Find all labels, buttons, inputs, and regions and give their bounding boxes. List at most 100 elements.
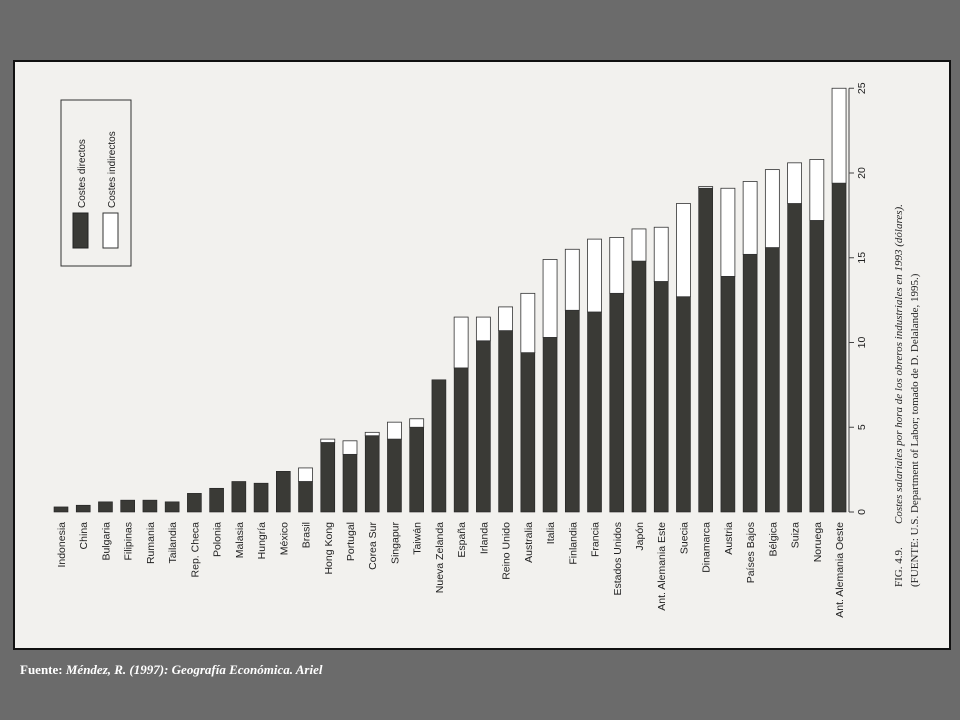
bar-direct-austria: [720, 276, 736, 513]
bar-indirect-brasil: [298, 467, 313, 482]
value-tick-label-10: 10: [856, 337, 868, 349]
category-label-dinamarca: Dinamarca: [701, 522, 713, 573]
bar-indirect-ant-alemania-este: [653, 226, 669, 282]
category-label-mexico: México: [278, 522, 290, 555]
bar-direct-rumania: [142, 499, 158, 513]
bar-indirect-espana: [453, 316, 469, 369]
bar-indirect-francia: [587, 238, 602, 313]
bar-direct-hong-kong: [320, 442, 336, 513]
bar-direct-ant-alemania-este: [653, 281, 669, 513]
category-label-tailandia: Tailandia: [167, 522, 179, 564]
bar-direct-rep-checa: [187, 493, 202, 513]
value-axis: 0 5 10 15 20 25: [848, 82, 868, 515]
bar-indirect-portugal: [342, 440, 358, 455]
bar-direct-malasia: [231, 481, 247, 513]
category-label-hong-kong: Hong Kong: [323, 522, 335, 575]
bar-indirect-dinamarca: [698, 186, 714, 189]
bar-direct-suecia: [676, 296, 691, 513]
bar-direct-estados-unidos: [609, 293, 625, 513]
bar-indirect-singapur: [387, 421, 402, 440]
category-label-china: China: [78, 522, 90, 550]
value-tick-label-5: 5: [856, 424, 868, 430]
category-label-taiwan: Taiwán: [412, 522, 424, 555]
bar-direct-brasil: [298, 481, 313, 513]
bars-group: [53, 87, 847, 513]
bar-indirect-paises-bajos: [742, 181, 758, 255]
bar-direct-australia: [520, 352, 536, 513]
category-label-francia: Francia: [590, 522, 602, 557]
category-label-bulgaria: Bulgaria: [100, 522, 112, 561]
source-label: Fuente:: [20, 662, 63, 677]
figure-source-line: (FUENTE: U.S. Department of Labor; tomad…: [909, 273, 921, 587]
category-label-singapur: Singapur: [389, 521, 401, 564]
category-label-hungria: Hungría: [256, 522, 268, 560]
category-label-polonia: Polonia: [212, 522, 224, 557]
category-label-reino-unido: Reino Unido: [501, 522, 513, 580]
category-label-brasil: Brasil: [301, 522, 313, 548]
bar-indirect-hong-kong: [320, 438, 336, 443]
bar-indirect-noruega: [809, 159, 825, 221]
category-label-finlandia: Finlandia: [567, 522, 579, 565]
scanned-figure: Indonesia China Bulgaria Filipinas Rumania Ta…: [13, 60, 951, 650]
value-tick-label-25: 25: [856, 82, 868, 94]
bar-direct-tailandia: [164, 501, 180, 513]
bar-direct-hungria: [253, 482, 269, 513]
figure-caption-text: Costes salariales por hora de los obrero…: [893, 204, 905, 524]
bar-indirect-irlanda: [475, 316, 491, 342]
bar-direct-indonesia: [53, 506, 69, 513]
bar-direct-corea-sur: [364, 435, 380, 513]
category-label-espana: España: [456, 522, 468, 558]
bar-direct-italia: [542, 337, 558, 513]
category-label-ant-alemania-este: Ant. Alemania Este: [656, 522, 668, 611]
bar-direct-dinamarca: [698, 187, 713, 513]
bar-direct-mexico: [275, 471, 291, 513]
legend-label-direct: Costes directos: [77, 139, 88, 208]
bar-direct-bulgaria: [98, 501, 113, 513]
value-tick-label-15: 15: [856, 252, 868, 264]
category-label-rep-checa: Rep. Checa: [189, 522, 201, 578]
bar-direct-portugal: [342, 454, 358, 513]
category-label-corea-sur: Corea Sur: [367, 522, 379, 570]
bar-indirect-italia: [542, 259, 558, 338]
category-label-malasia: Malasia: [234, 522, 246, 558]
bar-direct-filipinas: [120, 499, 135, 513]
bar-indirect-austria: [720, 187, 736, 277]
bar-indirect-taiwan: [409, 418, 425, 428]
legend-label-indirect: Costes indirectos: [107, 131, 118, 208]
category-label-australia: Australia: [523, 522, 535, 563]
legend-swatch-indirect: [102, 212, 119, 249]
category-label-nueva-zelanda: Nueva Zelanda: [434, 522, 446, 593]
value-tick-label-0: 0: [856, 509, 868, 515]
bar-direct-singapur: [387, 438, 402, 513]
category-label-filipinas: Filipinas: [123, 522, 135, 561]
bar-direct-nueva-zelanda: [431, 379, 447, 513]
bar-indirect-australia: [520, 292, 536, 354]
figure-number: FIG. 4.9.: [893, 547, 905, 587]
legend: Costes directos Costes indirectos: [60, 99, 132, 267]
category-label-italia: Italia: [545, 522, 557, 544]
bar-indirect-finlandia: [564, 248, 580, 311]
source-note: Fuente: Méndez, R. (1997): Geografía Eco…: [20, 662, 322, 678]
bar-direct-francia: [587, 311, 602, 513]
bar-direct-china: [75, 504, 91, 513]
bar-indirect-suecia: [676, 203, 691, 298]
bar-indirect-estados-unidos: [609, 237, 625, 294]
bar-direct-taiwan: [409, 426, 424, 513]
category-label-estados-unidos: Estados Unidos: [612, 522, 624, 596]
category-label-austria: Austria: [723, 522, 735, 555]
category-label-ant-alemania-oeste: Ant. Alemania Oeste: [834, 522, 846, 618]
stacked-bar-chart: Indonesia China Bulgaria Filipinas Rumania Ta…: [15, 62, 949, 648]
figure-caption: FIG. 4.9. Costes salariales por hora de …: [893, 204, 921, 587]
bar-indirect-suiza: [787, 162, 802, 204]
category-label-noruega: Noruega: [812, 522, 824, 562]
bar-direct-polonia: [209, 487, 224, 513]
category-label-paises-bajos: Países Bajos: [745, 522, 757, 583]
source-text: Méndez, R. (1997): Geografía Económica. …: [65, 662, 323, 677]
bar-indirect-reino-unido: [498, 306, 514, 332]
bar-direct-espana: [453, 367, 469, 513]
bar-direct-finlandia: [564, 309, 580, 513]
legend-box: [60, 99, 132, 267]
value-tick-label-20: 20: [856, 167, 868, 179]
bar-direct-noruega: [809, 220, 825, 513]
bar-indirect-belgica: [764, 169, 780, 248]
